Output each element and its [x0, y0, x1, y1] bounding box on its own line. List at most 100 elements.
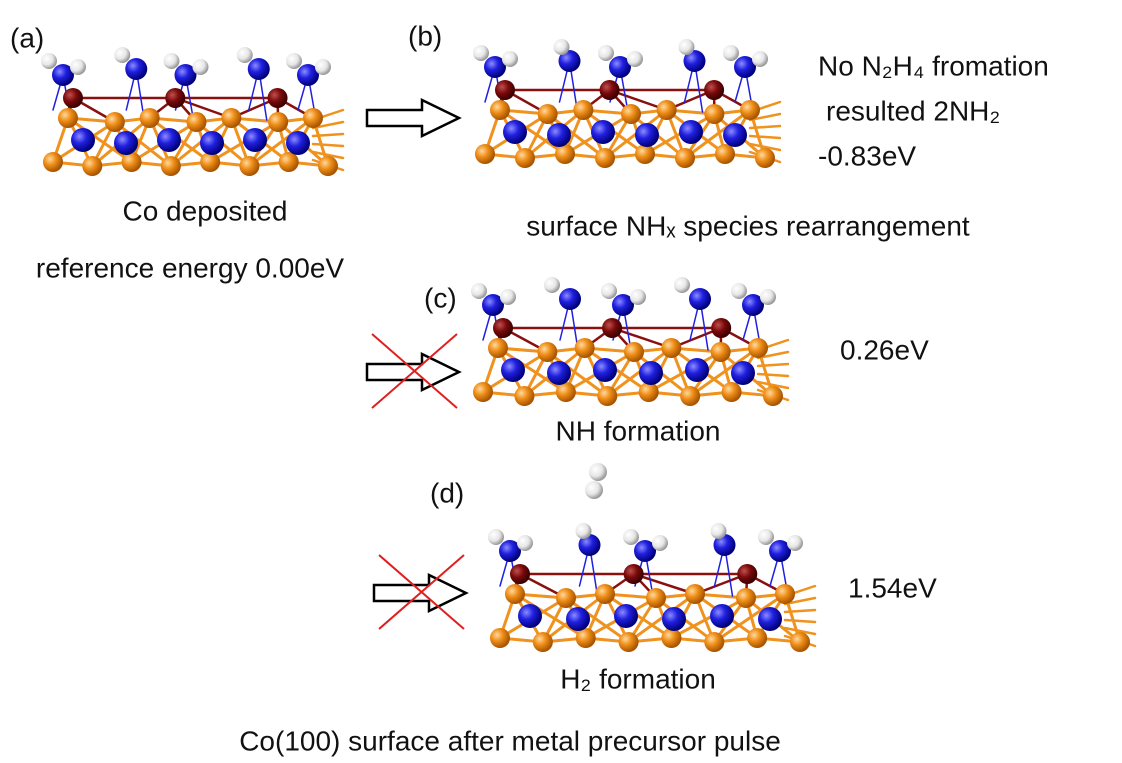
co-atom [619, 632, 639, 652]
co-atom [538, 104, 558, 124]
co-atom [595, 584, 615, 604]
co-atom [635, 144, 655, 164]
n-atom [710, 604, 734, 628]
h-atom [164, 53, 180, 69]
co-adatom [737, 564, 757, 584]
co-atom [680, 386, 700, 406]
h-atom [623, 529, 639, 545]
n-atom [685, 358, 709, 382]
co-atom [711, 342, 731, 362]
co-atom [704, 632, 724, 652]
n-atom [639, 361, 663, 385]
co-atom [505, 584, 525, 604]
n-atom [71, 128, 95, 152]
bond [758, 374, 788, 376]
co-atom [514, 386, 534, 406]
co-atom [704, 104, 724, 124]
h-atom [70, 59, 86, 75]
co-atom [43, 152, 63, 172]
co-atom [661, 628, 681, 648]
co-atom [105, 112, 125, 132]
co-atom [488, 338, 508, 358]
co-atom [595, 148, 615, 168]
note: reference energy 0.00eV [36, 252, 345, 283]
h-atom [114, 47, 130, 63]
co-atom [140, 108, 160, 128]
h-atom [627, 51, 643, 67]
co-adatom [510, 564, 530, 584]
h-atom [652, 535, 668, 551]
h-atom [752, 51, 768, 67]
co-atom [736, 588, 756, 608]
n-atom [731, 361, 755, 385]
co-atom [748, 338, 768, 358]
co-atom [555, 144, 575, 164]
co-atom [303, 108, 323, 128]
caption: NH formation [556, 415, 721, 446]
h-atom [598, 45, 614, 61]
panel-label: (b) [408, 20, 442, 51]
co-atom [639, 382, 659, 402]
h-atom [630, 289, 646, 305]
h-atom [193, 59, 209, 75]
n-atom [566, 607, 590, 631]
co-atom [624, 342, 644, 362]
n-atom [114, 131, 138, 155]
bond [750, 136, 780, 138]
h-atom [758, 529, 774, 545]
h-atom [589, 463, 607, 481]
n-atom [518, 604, 542, 628]
n-atom [689, 288, 711, 310]
h-atom [554, 39, 570, 55]
n-atom [614, 604, 638, 628]
co-atom [790, 632, 810, 652]
n-atom [286, 131, 310, 155]
h-atom [760, 289, 776, 305]
n-atom [547, 361, 571, 385]
co-atom [747, 628, 767, 648]
n-atom [559, 288, 581, 310]
co-atom [556, 588, 576, 608]
co-atom [722, 382, 742, 402]
structures [41, 39, 815, 652]
co-atom [533, 632, 553, 652]
co-atom [221, 108, 241, 128]
co-atom [755, 148, 775, 168]
h-atom [576, 523, 592, 539]
co-atom [161, 156, 181, 176]
co-atom [318, 156, 338, 176]
energy: 0.26eV [840, 334, 929, 365]
h-atom [517, 535, 533, 551]
diagram: (a) Co deposited reference energy 0.00eV… [0, 0, 1122, 763]
co-atom [82, 156, 102, 176]
co-atom [597, 386, 617, 406]
co-atom [646, 588, 666, 608]
co-atom [473, 382, 493, 402]
co-atom [268, 112, 288, 132]
h-atom [601, 283, 617, 299]
co-adatom [704, 80, 724, 100]
co-atom [575, 338, 595, 358]
panel-label: (d) [430, 477, 464, 508]
n-atom [593, 358, 617, 382]
co-adatom [63, 88, 83, 108]
co-atom [490, 100, 510, 120]
n-atom [243, 128, 267, 152]
n-atom [157, 128, 181, 152]
bond [313, 144, 343, 146]
co-adatom [493, 318, 513, 338]
co-atom [715, 144, 735, 164]
caption: Co deposited [122, 195, 287, 226]
caption: H₂ formation [560, 663, 716, 694]
co-adatom [600, 80, 620, 100]
h-atom [237, 47, 253, 63]
co-adatom [602, 318, 622, 338]
co-atom [661, 338, 681, 358]
h-atom [473, 45, 489, 61]
co-atom [537, 342, 557, 362]
h-atom [41, 53, 57, 69]
h-atom [723, 45, 739, 61]
co-atom [775, 584, 795, 604]
h-atom [544, 277, 560, 293]
arrow [367, 100, 459, 136]
